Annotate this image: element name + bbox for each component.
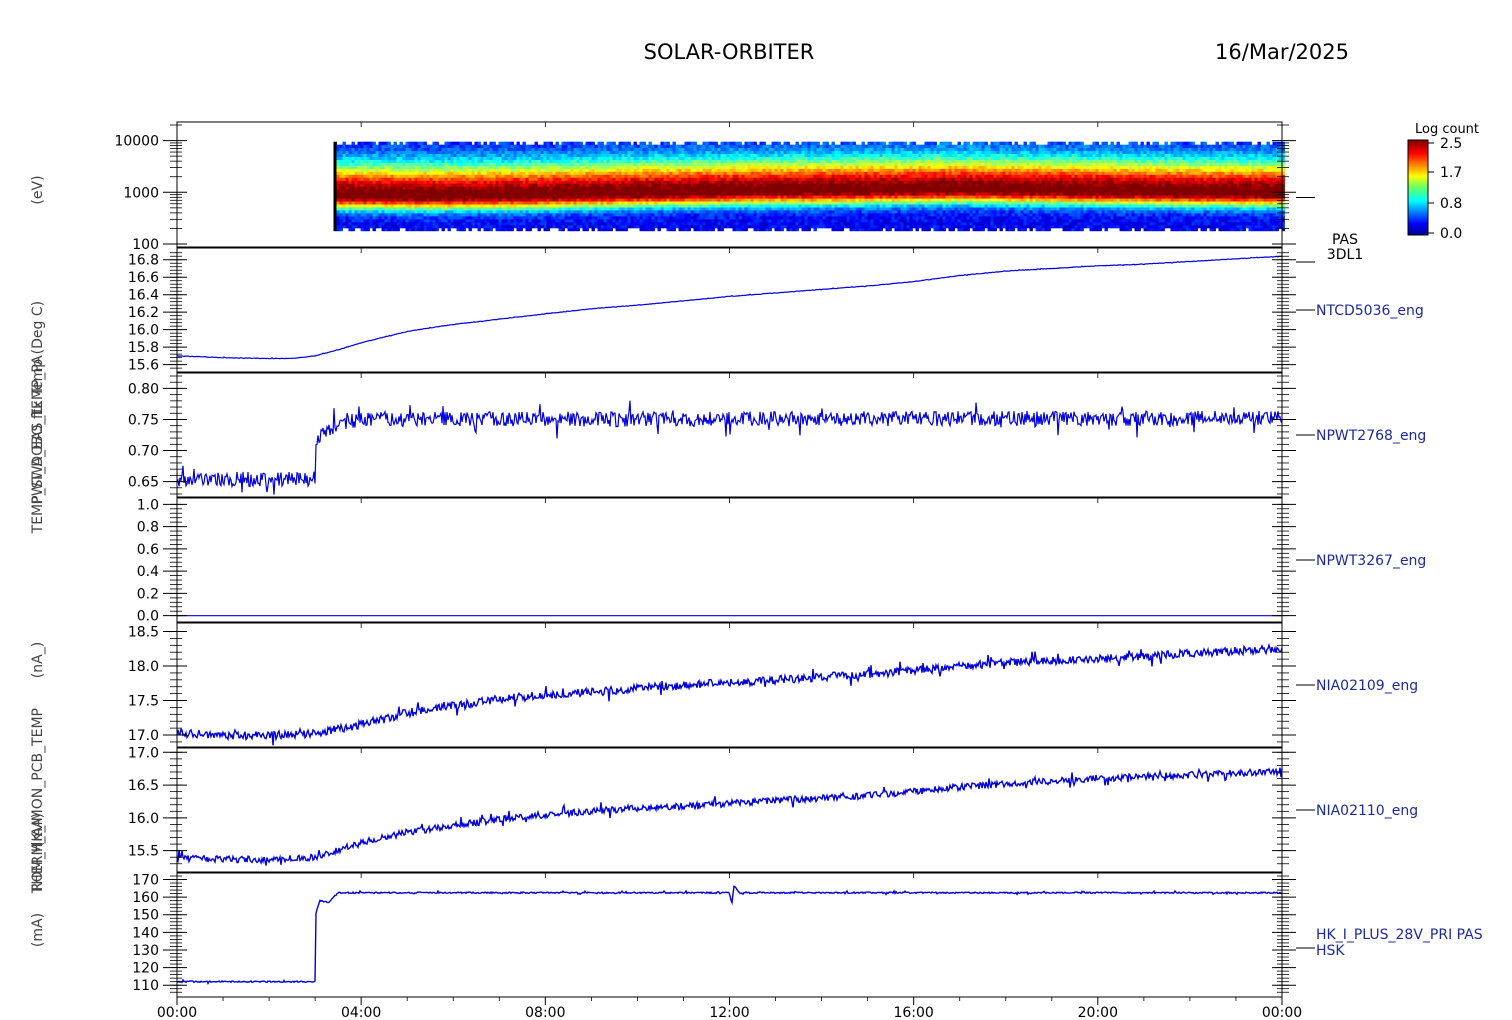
colorbar-tick-label: 2.5 xyxy=(1440,136,1462,152)
series-name-2: HSK xyxy=(1316,943,1345,959)
series-name-2: 3DL1 xyxy=(1327,247,1363,263)
y-tick-label: 0.2 xyxy=(137,586,159,602)
rotated-label: ftx Temp (Deg C) xyxy=(30,301,46,419)
rotated-axis-labels: (eV) ftx Temp (Deg C)PWT_DOBO_TEMP_PATEMP… xyxy=(30,175,46,947)
rotated-label: (mA) xyxy=(30,813,46,847)
x-tick-label: 16:00 xyxy=(893,1005,933,1020)
colorbar: Log count 2.5 1.7 0.8 0.0 xyxy=(1407,122,1479,242)
chart-title: SOLAR-ORBITER xyxy=(644,40,815,64)
y-tick-label: 100 xyxy=(132,237,159,253)
series-name: NIA02110_eng xyxy=(1316,803,1418,819)
panel-frame xyxy=(176,497,1283,623)
y-tick-label: 15.5 xyxy=(128,844,159,860)
colorbar-tick-label: 0.0 xyxy=(1440,226,1462,242)
rotated-label: (nA_) xyxy=(30,642,46,678)
series-line xyxy=(176,255,1283,360)
panel-5: 18.5 18.0 17.5 17.0 NIA02109_eng xyxy=(128,622,1418,748)
y-tick-label: 170 xyxy=(132,873,159,889)
x-axis: 00:00 04:00 08:00 12:00 16:00 20:00 00:00 xyxy=(157,122,1302,1020)
series-name: NPWT2768_eng xyxy=(1316,428,1426,444)
chart-date: 16/Mar/2025 xyxy=(1215,40,1349,64)
rotated-label: TEMP_SWA_EAS_1 xyxy=(30,407,46,535)
panel-frame xyxy=(176,872,1283,998)
series-name: NPWT3267_eng xyxy=(1316,553,1426,569)
y-tick-label: 110 xyxy=(132,978,159,994)
x-tick-label: 12:00 xyxy=(709,1005,749,1020)
panel-frame xyxy=(176,372,1283,498)
y-tick-label: 1.0 xyxy=(137,497,159,513)
y-tick-label: 140 xyxy=(132,925,159,941)
y-tick-label: 160 xyxy=(132,890,159,906)
y-tick-label: 18.0 xyxy=(128,659,159,675)
y-tick-label: 0.70 xyxy=(128,444,159,460)
rotated-label: ROM_HK_IMON_PCB_TEMP xyxy=(30,708,46,892)
y-tick-label: 0.65 xyxy=(128,475,159,491)
y-tick-label: 15.6 xyxy=(128,358,159,374)
y-tick-label: 0.80 xyxy=(128,381,159,397)
x-tick-label: 08:00 xyxy=(525,1005,565,1020)
x-tick-label: 00:00 xyxy=(157,1005,197,1020)
y-tick-label: 16.6 xyxy=(128,270,159,286)
y-tick-label: 15.8 xyxy=(128,340,159,356)
x-tick-label: 20:00 xyxy=(1078,1005,1118,1020)
colorbar-ticks: 2.5 1.7 0.8 0.0 xyxy=(1428,136,1462,242)
spectrogram xyxy=(333,141,1285,232)
y-tick-label: 10000 xyxy=(114,134,159,150)
panel-4: 1.0 0.8 0.6 0.4 0.2 0.0 NPWT3267_eng xyxy=(137,497,1427,624)
series-name: HK_I_PLUS_28V_PRI PAS xyxy=(1316,927,1483,943)
y-tick-label: 17.5 xyxy=(128,694,159,710)
panel-3: 0.80 0.75 0.70 0.65 NPWT2768_eng xyxy=(128,372,1426,498)
y-tick-label: 130 xyxy=(132,943,159,959)
y-tick-label: 16.0 xyxy=(128,811,159,827)
y-tick-label: 0.8 xyxy=(137,520,159,536)
series-line xyxy=(176,642,1283,746)
panel-6: 17.0 16.5 16.0 15.5 NIA02110_eng xyxy=(128,745,1418,873)
rotated-label: (mA) xyxy=(30,913,46,947)
x-tick-label: 04:00 xyxy=(341,1005,381,1020)
series-name: PAS xyxy=(1332,232,1358,248)
rotated-label: (eV) xyxy=(30,175,46,204)
y-tick-label: 17.0 xyxy=(128,745,159,761)
y-tick-label: 16.0 xyxy=(128,323,159,339)
y-tick-label: 0.75 xyxy=(128,412,159,428)
rotated-label: THERM_A xyxy=(30,826,46,894)
series-name: NIA02109_eng xyxy=(1316,678,1418,694)
y-tick-label: 1000 xyxy=(123,185,159,201)
y-tick-label: 0.0 xyxy=(137,609,159,625)
y-tick-label: 17.0 xyxy=(128,728,159,744)
rotated-label: PWT_DOBO_TEMP_PA xyxy=(30,355,46,504)
panel-frame xyxy=(176,747,1283,873)
panel-2: 16.816.6 16.416.2 16.015.8 15.6 NTCD5036_eng xyxy=(128,247,1424,374)
y-tick-label: 0.4 xyxy=(137,564,159,580)
colorbar-tick-label: 1.7 xyxy=(1440,165,1462,181)
colorbar-label: Log count xyxy=(1415,122,1479,137)
series-line xyxy=(177,885,1283,985)
series-name: NTCD5036_eng xyxy=(1316,303,1424,319)
y-tick-label: 18.5 xyxy=(128,625,159,641)
panel-frame xyxy=(176,247,1283,373)
y-tick-label: 16.8 xyxy=(128,253,159,269)
y-tick-label: 0.6 xyxy=(137,542,159,558)
y-tick-label: 150 xyxy=(132,908,159,924)
y-tick-label: 120 xyxy=(132,961,159,977)
colorbar-gradient xyxy=(1407,139,1429,236)
series-line xyxy=(176,767,1283,866)
series-line xyxy=(176,400,1283,495)
y-tick-label: 16.4 xyxy=(128,288,159,304)
x-tick-label: 00:00 xyxy=(1262,1005,1302,1020)
y-tick-label: 16.5 xyxy=(128,778,159,794)
colorbar-tick-label: 0.8 xyxy=(1440,196,1462,212)
y-tick-label: 16.2 xyxy=(128,305,159,321)
